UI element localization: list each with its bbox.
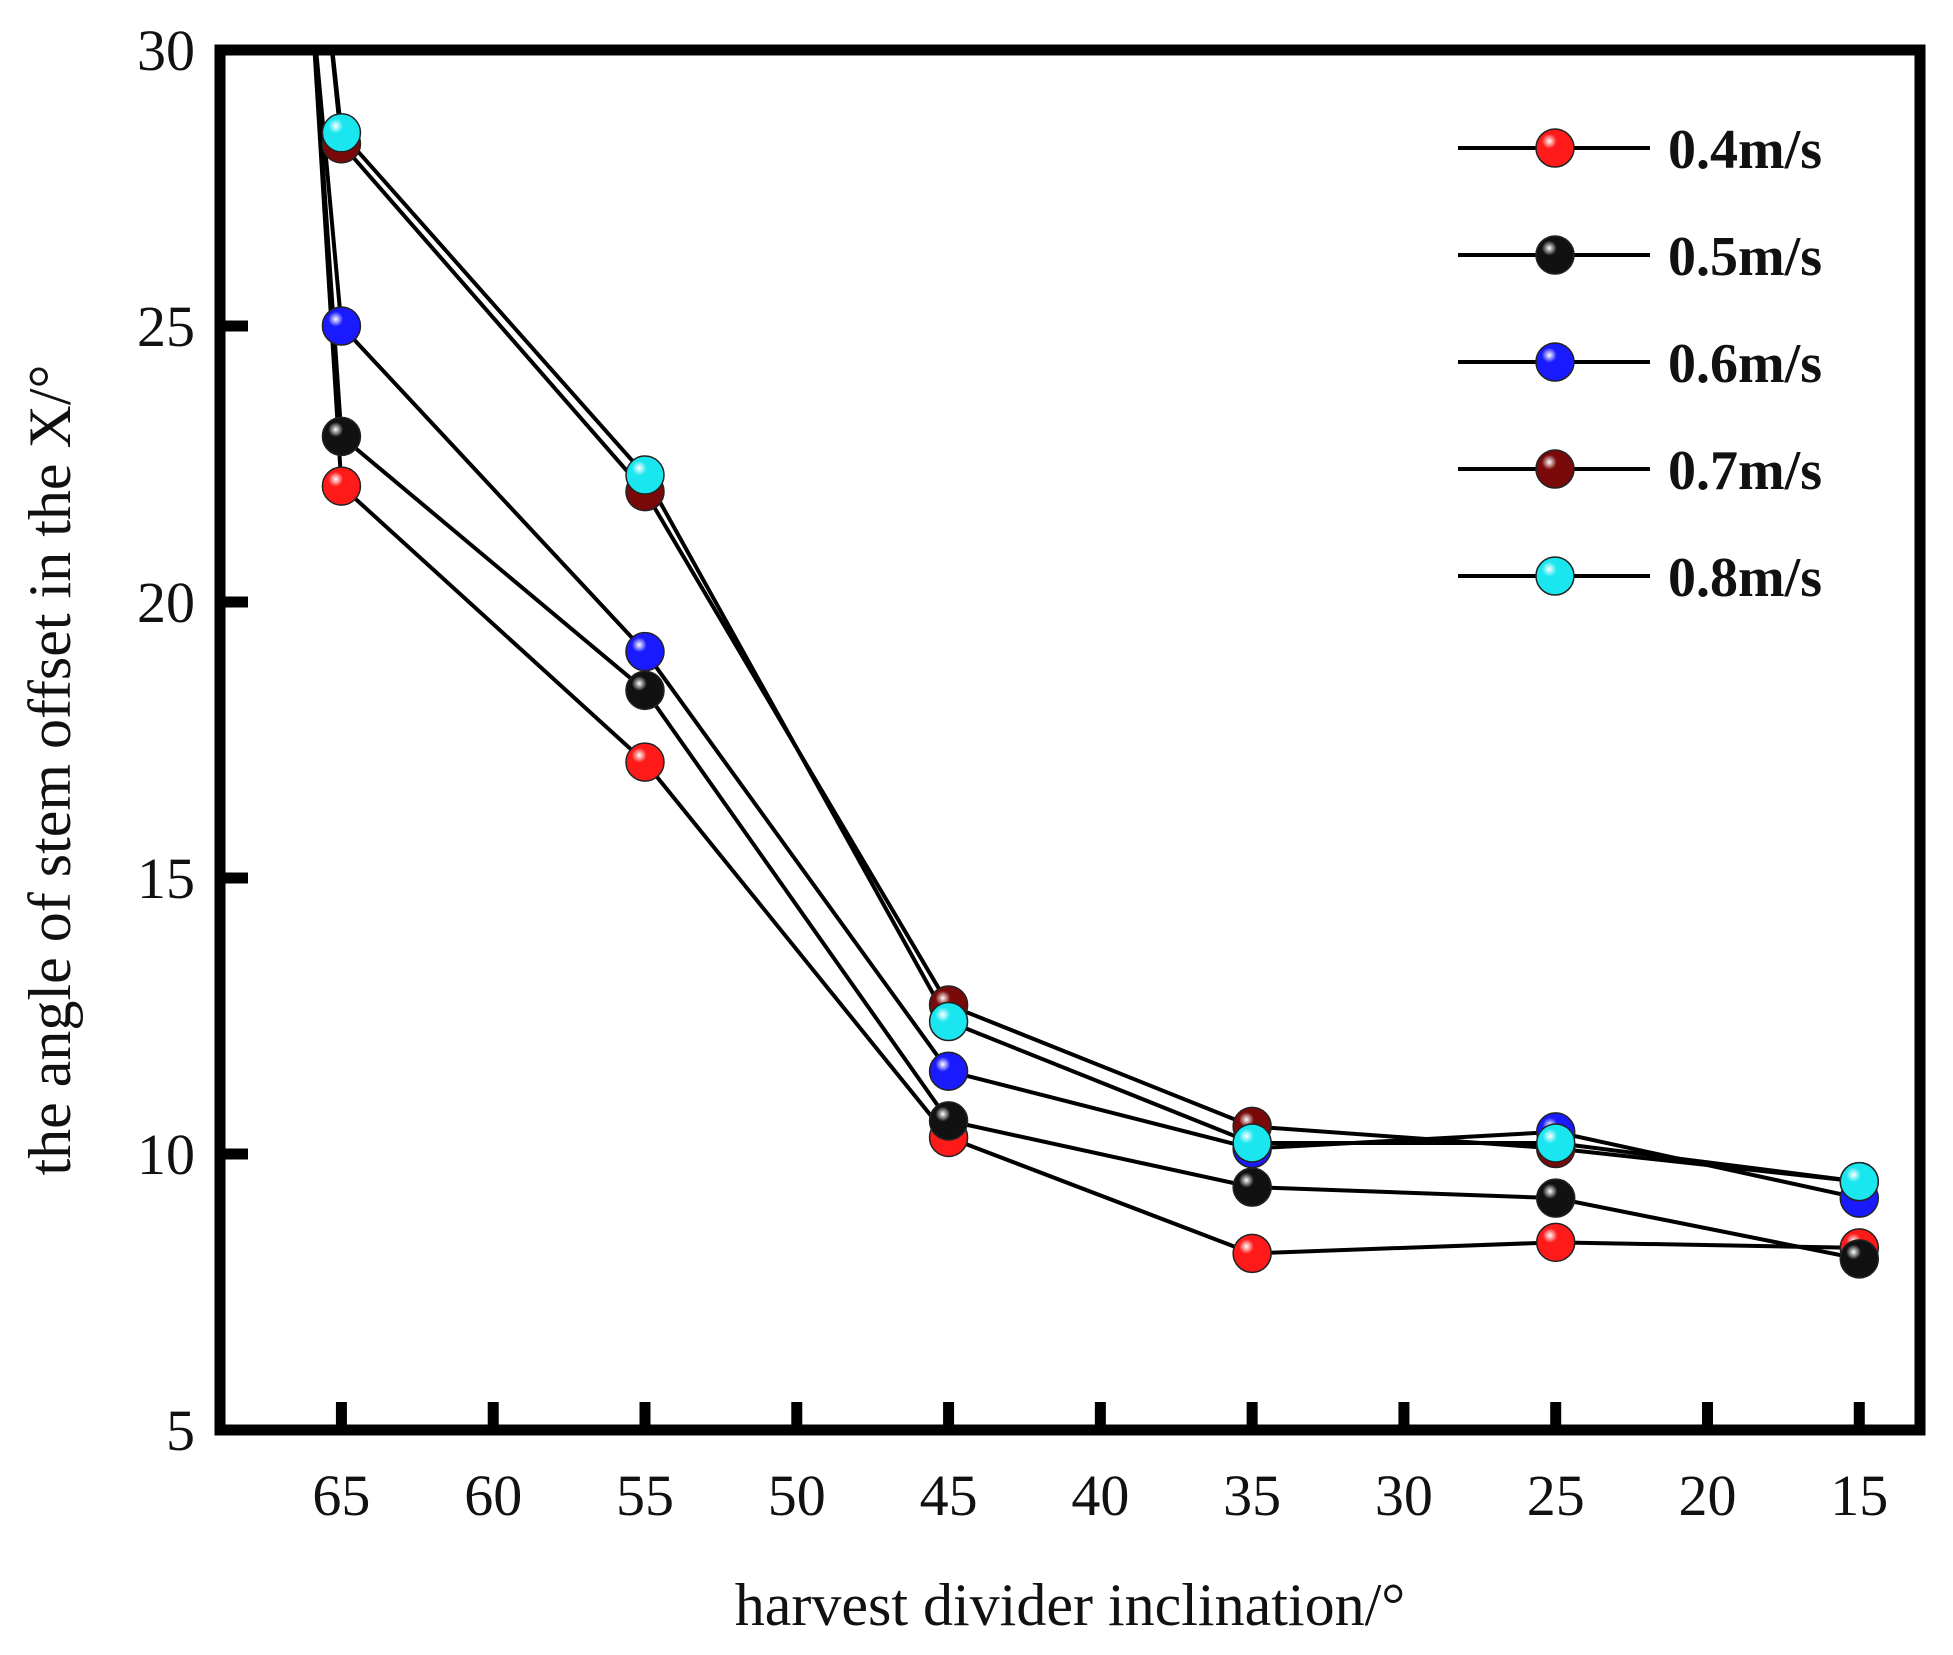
data-point	[1232, 1123, 1272, 1163]
x-axis-title: harvest divider inclination/°	[735, 1572, 1406, 1638]
data-point	[1535, 1123, 1576, 1163]
marker-layer	[321, 113, 1880, 1279]
x-tick-label: 35	[1223, 1463, 1281, 1528]
data-point	[1232, 1167, 1272, 1207]
series-line-0.5m/s	[312, 50, 1860, 1261]
data-point	[625, 742, 665, 782]
series-line-0.7m/s	[329, 50, 1860, 1184]
y-tick-label: 20	[137, 570, 195, 635]
data-point	[625, 455, 665, 495]
y-tick-label: 15	[137, 846, 195, 911]
legend-marker	[1535, 449, 1575, 489]
x-tick-label: 50	[768, 1463, 826, 1528]
x-tick-label: 55	[616, 1463, 674, 1528]
legend-marker	[1535, 128, 1575, 168]
series-line-0.4m/s	[312, 50, 1860, 1256]
data-point	[928, 1051, 969, 1091]
x-tick-label: 45	[920, 1463, 978, 1528]
series-line-0.6m/s	[314, 50, 1860, 1201]
data-point	[928, 1101, 969, 1141]
y-tick-label: 10	[137, 1122, 195, 1187]
x-tick-label: 40	[1071, 1463, 1129, 1528]
legend-marker	[1535, 342, 1575, 382]
plot-frame	[214, 44, 1926, 1436]
y-tick-label: 25	[137, 294, 195, 359]
y-tick-label: 5	[166, 1398, 195, 1463]
legend: 0.4m/s 0.5m/s 0.6m/s 0.7m/s 0.8m/s	[1458, 119, 1822, 609]
data-point	[321, 113, 362, 153]
legend-marker	[1535, 556, 1575, 596]
data-point	[1535, 1222, 1576, 1263]
x-tick-label: 15	[1830, 1463, 1888, 1528]
legend-label: 0.7m/s	[1668, 440, 1822, 502]
tick-layer	[225, 44, 1865, 1436]
series-layer	[312, 50, 1860, 1261]
tick-label-layer: 65 60 55 50 45 40 35 30 25 20 15 5 10 15 20 25 30	[137, 18, 1888, 1528]
y-tick-label: 30	[137, 18, 195, 83]
legend-label: 0.5m/s	[1668, 226, 1822, 288]
y-axis-title: the angle of stem offset in the X/°	[17, 364, 83, 1175]
data-point	[1232, 1233, 1272, 1274]
data-point	[1535, 1178, 1576, 1218]
legend-label: 0.8m/s	[1668, 547, 1822, 609]
data-point	[1839, 1239, 1880, 1279]
series-line-0.8m/s	[330, 50, 1860, 1184]
data-point	[928, 1001, 969, 1042]
data-point	[321, 306, 362, 346]
legend-marker	[1535, 235, 1575, 275]
x-tick-label: 30	[1375, 1463, 1433, 1528]
legend-label: 0.4m/s	[1668, 119, 1822, 181]
legend-label: 0.6m/s	[1668, 333, 1822, 395]
x-tick-label: 20	[1679, 1463, 1737, 1528]
x-tick-label: 25	[1527, 1463, 1585, 1528]
data-point	[321, 416, 362, 457]
x-tick-label: 60	[464, 1463, 522, 1528]
data-point	[625, 670, 665, 711]
data-point	[1839, 1161, 1880, 1202]
data-point	[321, 466, 362, 506]
x-tick-label: 65	[312, 1463, 370, 1528]
data-point	[625, 631, 665, 672]
